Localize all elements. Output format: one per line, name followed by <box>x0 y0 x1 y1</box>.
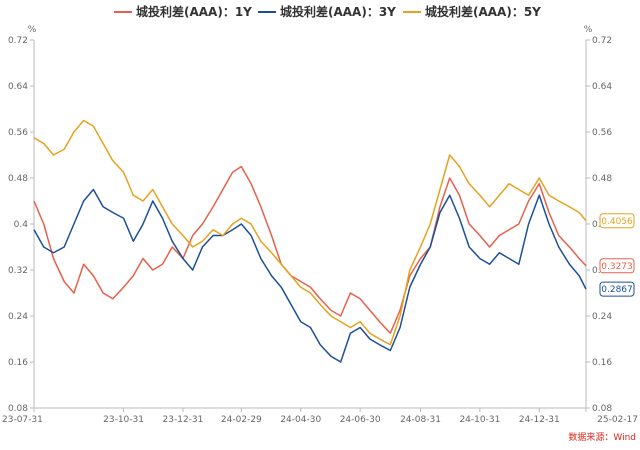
end-labels: 0.3273 0.2867 0.4056 <box>599 213 635 297</box>
x-tick-label: 24-12-31 <box>519 415 560 425</box>
y-unit-left: % <box>28 25 37 35</box>
series-lines <box>33 119 587 363</box>
y-tick-label-left: 0.4 <box>14 220 29 230</box>
x-tick-label: 24-06-30 <box>340 415 381 425</box>
x-tick-label: 25-02-17 <box>597 415 638 425</box>
x-tick-label: 23-10-31 <box>103 415 144 425</box>
y-tick-label-left: 0.56 <box>8 128 28 138</box>
y-unit-right: % <box>584 25 593 35</box>
end-label-value: 0.2867 <box>601 285 633 295</box>
end-label-value: 0.4056 <box>601 217 633 227</box>
x-tick-label: 24-10-31 <box>459 415 500 425</box>
y-tick-label-right: 0.64 <box>592 82 612 92</box>
end-label-box <box>599 213 635 229</box>
y-tick-label-left: 0.08 <box>8 404 28 414</box>
y-tick-label-right: 0.72 <box>592 36 612 46</box>
y-tick-label-right: 0.16 <box>592 358 612 368</box>
y-tick-label-left: 0.24 <box>8 312 28 322</box>
y-tick-label-left: 0.64 <box>8 82 28 92</box>
x-tick-label: 23-12-31 <box>163 415 204 425</box>
legend-item-3y: 城投利差(AAA)：3Y <box>258 4 396 19</box>
y-tick-label-right: 0.08 <box>592 404 612 414</box>
end-label-box <box>599 281 635 297</box>
legend: 城投利差(AAA)：1Y 城投利差(AAA)：3Y 城投利差(AAA)：5Y <box>114 4 541 19</box>
y-tick-label-right: 0.56 <box>592 128 612 138</box>
legend-label: 城投利差(AAA)：5Y <box>425 4 541 19</box>
x-tick-label: 24-08-31 <box>400 415 441 425</box>
legend-label: 城投利差(AAA)：3Y <box>280 4 396 19</box>
end-label-value: 0.3273 <box>601 262 633 272</box>
y-tick-label-left: 0.32 <box>8 266 28 276</box>
y-tick-label-right: 0.48 <box>592 174 612 184</box>
x-tick-label: 24-04-30 <box>280 415 321 425</box>
y-tick-label-left: 0.16 <box>8 358 28 368</box>
y-tick-label-left: 0.72 <box>8 36 28 46</box>
legend-item-5y: 城投利差(AAA)：5Y <box>403 4 541 19</box>
end-label-1y: 0.3273 <box>599 258 635 274</box>
series-line-5y <box>33 119 587 346</box>
end-label-box <box>599 258 635 274</box>
x-tick-label: 23-07-31 <box>2 415 43 425</box>
series-line-3y <box>33 188 587 363</box>
source-note: 数据来源：Wind <box>568 431 636 443</box>
y-tick-label-right: 0.4 <box>592 220 607 230</box>
legend-item-1y: 城投利差(AAA)：1Y <box>114 4 252 19</box>
series-line-1y <box>33 165 587 334</box>
end-label-3y: 0.2867 <box>599 281 635 297</box>
axes: % % 0.080.080.160.160.240.240.320.320.40… <box>2 25 638 425</box>
y-tick-label-left: 0.48 <box>8 174 28 184</box>
y-tick-label-right: 0.24 <box>592 312 612 322</box>
end-label-5y: 0.4056 <box>599 213 635 229</box>
legend-label: 城投利差(AAA)：1Y <box>136 4 252 19</box>
x-tick-label: 24-02-29 <box>221 415 262 425</box>
